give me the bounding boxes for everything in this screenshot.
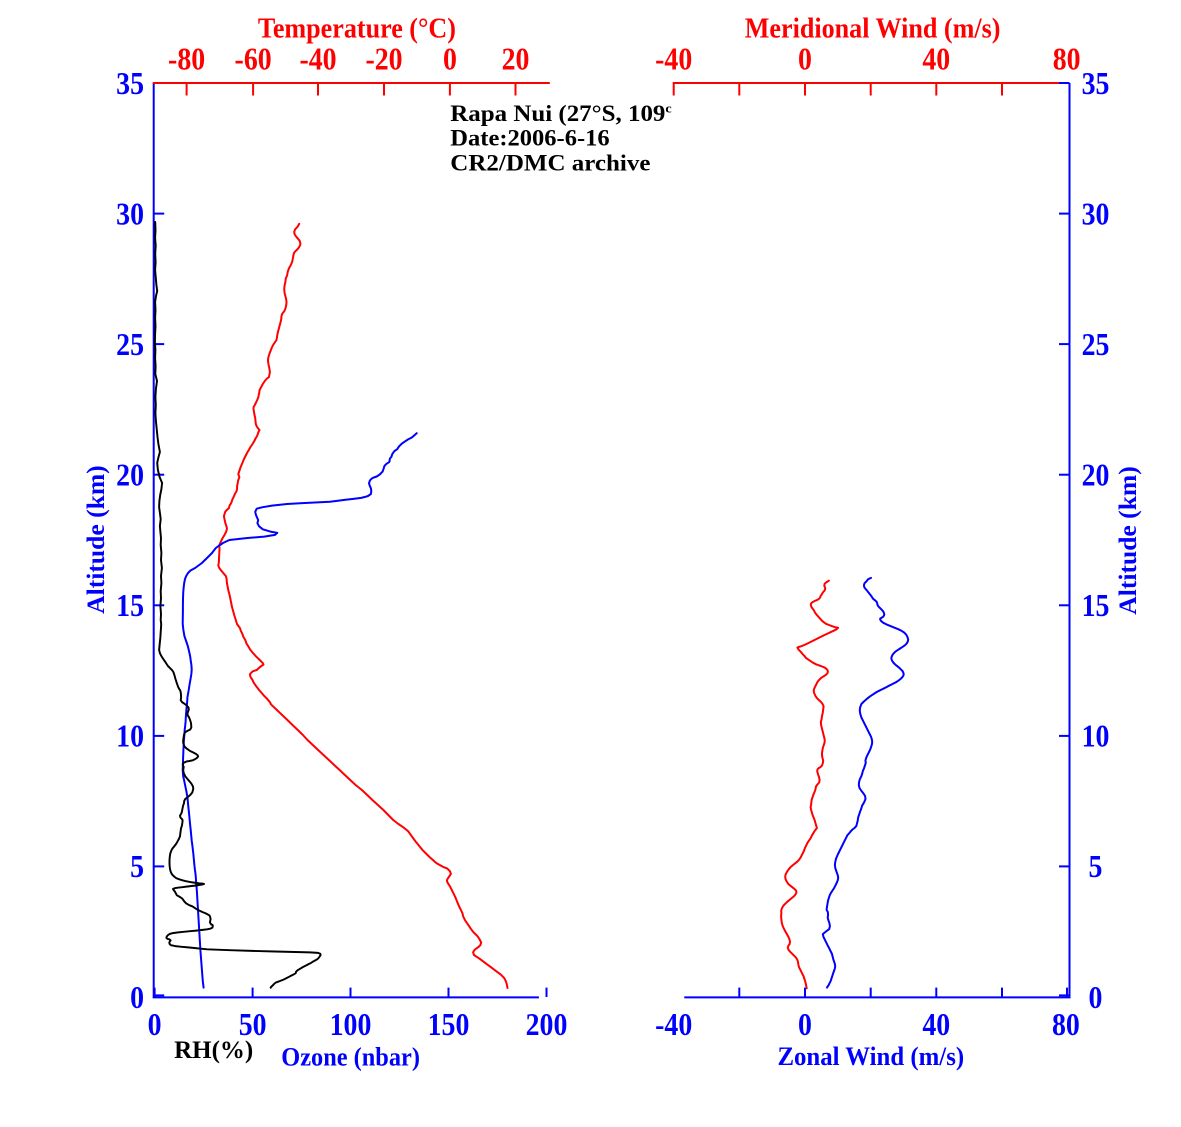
svg-text:150: 150 <box>428 1007 470 1042</box>
svg-text:80: 80 <box>1053 42 1081 77</box>
svg-text:0: 0 <box>443 42 457 77</box>
svg-text:30: 30 <box>116 197 144 232</box>
svg-text:-40: -40 <box>655 42 692 77</box>
svg-text:20: 20 <box>1082 458 1110 493</box>
svg-text:20: 20 <box>116 458 144 493</box>
svg-text:80: 80 <box>1052 1007 1080 1042</box>
svg-text:CR2/DMC archive: CR2/DMC archive <box>450 151 651 176</box>
svg-text:-60: -60 <box>235 42 272 77</box>
svg-text:Temperature (°C): Temperature (°C) <box>258 11 456 44</box>
svg-text:Date:2006-6-16: Date:2006-6-16 <box>450 126 609 151</box>
svg-text:Zonal Wind (m/s): Zonal Wind (m/s) <box>777 1042 964 1071</box>
svg-text:40: 40 <box>922 1007 950 1042</box>
svg-text:Meridional Wind (m/s): Meridional Wind (m/s) <box>745 11 1001 44</box>
svg-text:15: 15 <box>116 588 144 623</box>
svg-text:40: 40 <box>922 42 950 77</box>
svg-text:200: 200 <box>526 1007 568 1042</box>
svg-text:15: 15 <box>1082 588 1110 623</box>
svg-text:Altitude (km): Altitude (km) <box>1115 466 1142 615</box>
svg-text:-40: -40 <box>655 1007 692 1042</box>
svg-text:-20: -20 <box>365 42 402 77</box>
svg-text:0: 0 <box>798 42 812 77</box>
svg-text:35: 35 <box>1082 66 1110 101</box>
svg-text:10: 10 <box>1082 719 1110 754</box>
svg-text:RH(%): RH(%) <box>174 1037 253 1064</box>
svg-text:Rapa Nui (27°S, 109c: Rapa Nui (27°S, 109c <box>450 101 671 127</box>
svg-text:100: 100 <box>330 1007 372 1042</box>
svg-text:20: 20 <box>502 42 530 77</box>
svg-text:0: 0 <box>130 980 144 1015</box>
svg-text:25: 25 <box>116 327 144 362</box>
svg-text:35: 35 <box>116 66 144 101</box>
svg-text:-40: -40 <box>299 42 336 77</box>
svg-text:50: 50 <box>239 1007 267 1042</box>
svg-text:5: 5 <box>1089 849 1103 884</box>
svg-text:5: 5 <box>130 849 144 884</box>
svg-text:-80: -80 <box>168 42 205 77</box>
svg-text:30: 30 <box>1082 197 1110 232</box>
svg-text:0: 0 <box>798 1007 812 1042</box>
svg-text:Altitude (km): Altitude (km) <box>83 465 110 614</box>
svg-text:0: 0 <box>1089 980 1103 1015</box>
svg-text:0: 0 <box>148 1007 162 1042</box>
svg-text:25: 25 <box>1082 327 1110 362</box>
svg-text:10: 10 <box>116 719 144 754</box>
svg-text:Ozone (nbar): Ozone (nbar) <box>281 1044 420 1072</box>
